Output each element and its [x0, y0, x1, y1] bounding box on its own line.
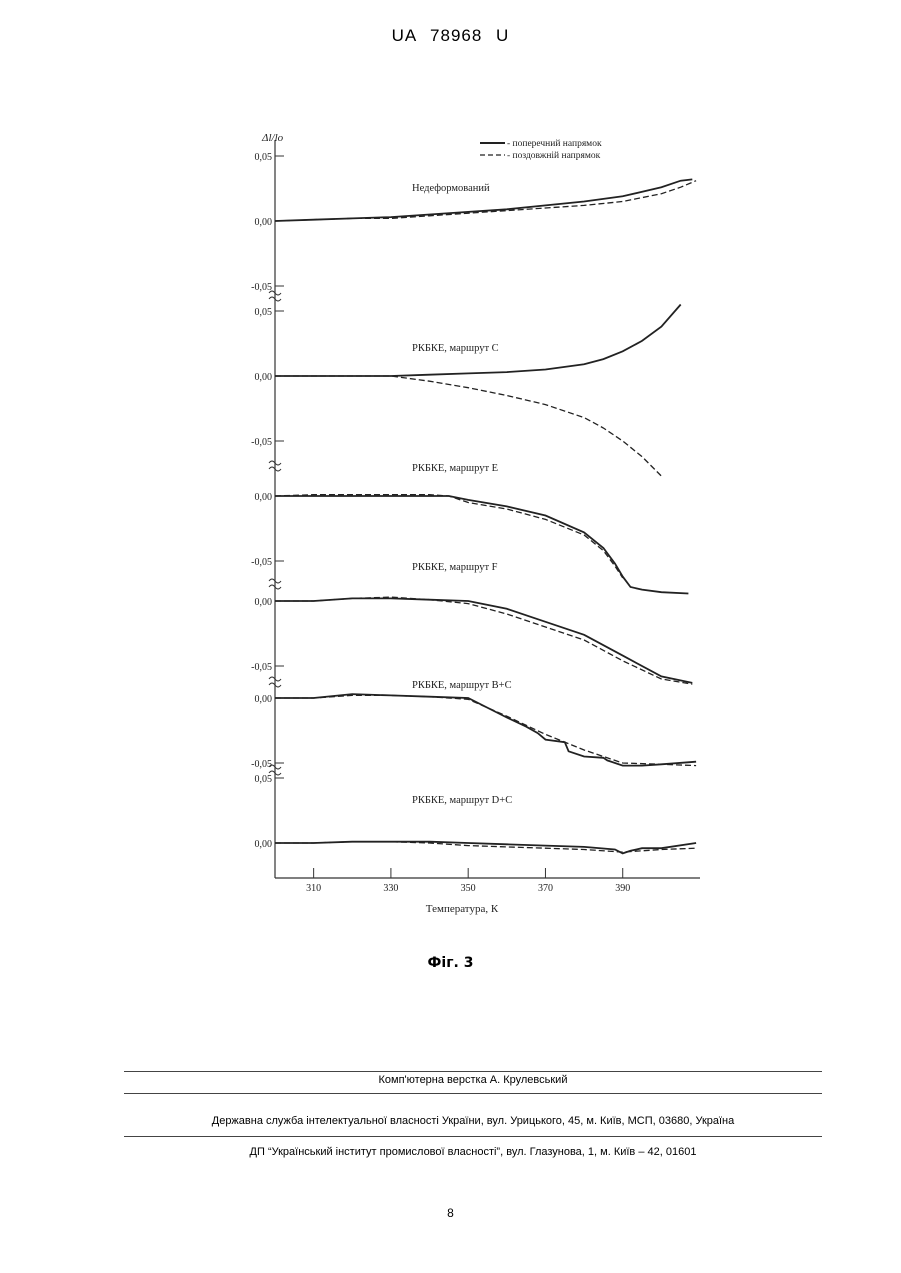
chart-legend: - поперечний напрямок- поздовжній напрям… — [480, 138, 602, 161]
y-tick-label: 0,00 — [255, 597, 273, 608]
y-axis-label: Δl/lo — [261, 132, 284, 144]
series-line-longitudinal — [275, 597, 692, 684]
x-axis-label: Температура, К — [426, 903, 499, 915]
chart-labels: Δl/lo 0,05 0,00 -0,05 Недеформований 0,05 0,00… — [251, 132, 630, 915]
y-tick-label: 0,00 — [255, 217, 273, 228]
series-line-transverse — [275, 496, 688, 594]
legend-entry-label: - поперечний напрямок — [507, 138, 602, 149]
series-line-transverse — [275, 842, 696, 854]
series-line-transverse — [275, 694, 696, 766]
y-tick-label: 0,05 — [255, 307, 273, 318]
panel-label: РКБКЕ, маршрут F — [412, 562, 498, 573]
y-tick-label: -0,05 — [251, 437, 272, 448]
series-line-transverse — [275, 598, 692, 683]
agency-address: Державна служба інтелектуальної власност… — [124, 1115, 822, 1127]
series-line-transverse — [275, 305, 681, 377]
y-tick-label: 0,05 — [255, 152, 273, 163]
thermal-expansion-chart: Δl/lo 0,05 0,00 -0,05 Недеформований 0,05 0,00… — [0, 0, 901, 940]
y-tick-label: -0,05 — [251, 759, 272, 770]
y-tick-label: 0,00 — [255, 694, 273, 705]
y-tick-label: 0,00 — [255, 839, 273, 850]
panel-label: РКБКЕ, маршрут С — [412, 343, 499, 354]
y-tick-label: 0,00 — [255, 492, 273, 503]
page-number: 8 — [0, 1206, 901, 1220]
footer-rule-top — [124, 1071, 822, 1072]
y-tick-label: 0,00 — [255, 372, 273, 383]
figure-caption: Фіг. 3 — [0, 955, 901, 971]
x-tick-label: 370 — [538, 883, 553, 894]
panel-label: Недеформований — [412, 183, 490, 194]
layout-credit: Комп'ютерна верстка А. Крулевський — [124, 1074, 822, 1086]
chart-axes — [269, 140, 700, 878]
y-tick-label: -0,05 — [251, 557, 272, 568]
institute-address: ДП “Український інститут промислової вла… — [124, 1146, 822, 1158]
y-tick-label: 0,05 — [255, 774, 273, 785]
panel-label: РКБКЕ, маршрут D+С — [412, 795, 512, 806]
y-tick-label: -0,05 — [251, 282, 272, 293]
x-tick-label: 350 — [461, 883, 476, 894]
x-tick-label: 390 — [615, 883, 630, 894]
chart-series — [275, 179, 696, 853]
legend-entry-label: - поздовжній напрямок — [507, 150, 601, 161]
series-line-longitudinal — [275, 376, 661, 476]
panel-label: РКБКЕ, маршрут Е — [412, 463, 498, 474]
y-tick-label: -0,05 — [251, 662, 272, 673]
x-tick-label: 330 — [383, 883, 398, 894]
footer-rule-bottom — [124, 1136, 822, 1137]
x-tick-label: 310 — [306, 883, 321, 894]
footer-rule-middle — [124, 1093, 822, 1094]
panel-label: РКБКЕ, маршрут В+С — [412, 680, 512, 691]
